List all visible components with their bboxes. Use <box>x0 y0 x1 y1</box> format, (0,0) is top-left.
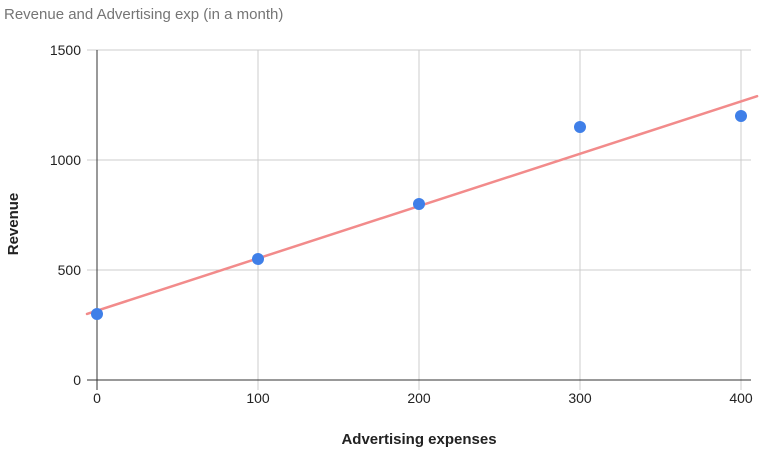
x-tick-label: 400 <box>729 390 753 406</box>
chart-title: Revenue and Advertising exp (in a month) <box>4 6 284 23</box>
y-tick-label: 1500 <box>50 42 81 58</box>
x-tick-label: 0 <box>93 390 101 406</box>
tick-labels: 0 500 1000 1500 0 100 200 300 400 <box>50 42 753 406</box>
y-tick-label: 500 <box>58 262 82 278</box>
data-point <box>413 198 425 210</box>
x-tick-label: 200 <box>407 390 431 406</box>
data-point <box>91 308 103 320</box>
data-points <box>91 110 747 320</box>
data-point <box>735 110 747 122</box>
x-tick-label: 100 <box>246 390 270 406</box>
grid-lines <box>87 49 751 390</box>
y-tick-label: 1000 <box>50 152 81 168</box>
y-tick-label: 0 <box>73 372 81 388</box>
x-tick-label: 300 <box>568 390 592 406</box>
x-axis-title: Advertising expenses <box>341 431 496 448</box>
data-point <box>574 121 586 133</box>
y-axis-title: Revenue <box>5 193 22 256</box>
axes <box>87 50 751 390</box>
data-point <box>252 253 264 265</box>
